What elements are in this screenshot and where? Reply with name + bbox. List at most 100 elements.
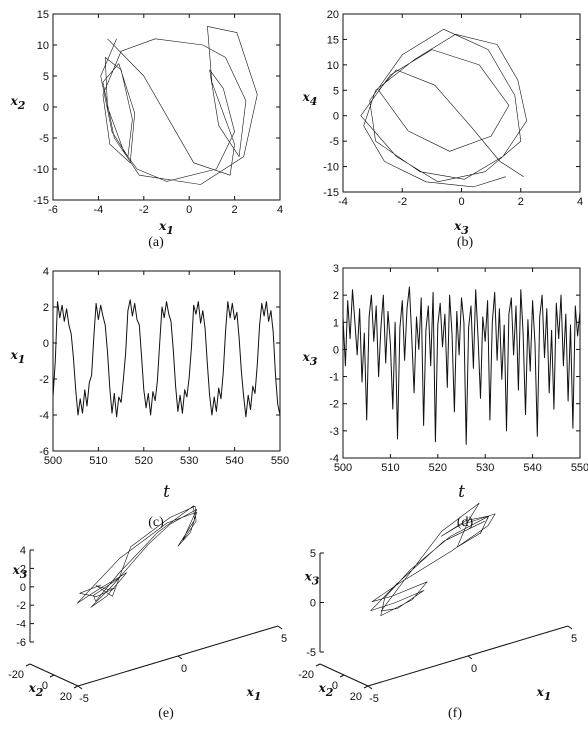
plot-frame-a: [52, 13, 281, 201]
y-tick-label: 10: [37, 40, 49, 52]
x-tick-label: 510: [89, 455, 107, 467]
series-d-0: [342, 286, 581, 445]
x3-tick-label: -6: [16, 637, 26, 649]
x-tick-label: 0: [458, 196, 464, 208]
x-tick-label: -6: [48, 204, 58, 216]
x3-tick-label: 5: [310, 548, 316, 560]
x-tick-label: 530: [476, 462, 494, 474]
x1-axis-label: x1: [536, 685, 552, 703]
panel-f: -5 0 5 x1 -20 0 20 x2 -5 0 5 x3 (f): [298, 502, 577, 721]
x-tick-label: 540: [225, 455, 243, 467]
y-axis-label: x4: [302, 90, 318, 108]
panel-a: -6 -4 -2 0 2 4 -15 -10 -5 0 5 10 15 x1 x2 (a): [10, 9, 283, 250]
x-tick-label: 4: [277, 204, 283, 216]
plot-frame-b: [342, 13, 581, 193]
x-tick-label: 540: [523, 462, 541, 474]
y-tick-label: 5: [333, 85, 339, 97]
x-tick-label: -2: [139, 204, 149, 216]
series-f-0: [370, 502, 496, 616]
y-tick-label: 20: [327, 9, 339, 21]
x-axis-label: t: [458, 482, 465, 502]
x-axis-label: t: [163, 482, 170, 502]
y-tick-label: -5: [329, 136, 339, 148]
y-tick-label: -2: [39, 374, 49, 386]
y-tick-label: 10: [327, 60, 339, 72]
y-tick-label: 0: [43, 338, 49, 350]
series-e-0: [76, 505, 198, 608]
y-tick-label: -4: [329, 453, 339, 465]
x-tick-label: 2: [518, 196, 524, 208]
x2-tick-label: -20: [8, 669, 24, 681]
x3-axis-label: x3: [12, 563, 28, 581]
y-tick-label: 4: [43, 266, 49, 278]
x2-tick-mark: [363, 685, 369, 689]
x1-tick-mark: [177, 655, 183, 660]
panel-caption-a: (a): [148, 235, 164, 250]
x-tick-label: 500: [44, 455, 62, 467]
panel-b: -4 -2 0 2 4 -15 -10 -5 0 5 10 15 20 x3 x4 (b): [302, 9, 583, 250]
y-tick-label: 1: [333, 317, 339, 329]
x-axis-label: x1: [158, 219, 174, 237]
y-tick-label: -10: [323, 162, 339, 174]
x-axis-label: x3: [453, 219, 469, 237]
panel-c: 500 510 520 530 540 550 -6 -4 -2 0 2 4 t x1 (c): [10, 266, 290, 530]
y-tick-label: 15: [327, 34, 339, 46]
x1-tick-label: 0: [471, 663, 477, 675]
y-tick-label: 0: [333, 111, 339, 123]
y-axis-label: x3: [302, 350, 318, 368]
x3-tick-label: -2: [16, 600, 26, 612]
x2-tick-label: 0: [332, 680, 338, 692]
y-tick-label: -10: [33, 164, 49, 176]
y-tick-label: 2: [333, 290, 339, 302]
x2-tick-label: 0: [42, 680, 48, 692]
x-tick-label: 0: [186, 204, 192, 216]
x1-tick-label: 5: [281, 633, 287, 645]
x1-tick-label: 5: [571, 633, 577, 645]
x1-tick-label: -5: [79, 693, 89, 705]
x2-tick-mark: [315, 663, 321, 667]
y-tick-label: 15: [37, 9, 49, 21]
x3-tick-label: -5: [306, 647, 316, 659]
y-tick-label: -6: [39, 446, 49, 458]
x-tick-label: 4: [577, 196, 583, 208]
x3-tick-label: -4: [16, 619, 26, 631]
x-tick-label: 2: [232, 204, 238, 216]
panel-caption-b: (b): [457, 235, 474, 250]
y-tick-label: -4: [39, 410, 49, 422]
y-tick-label: -1: [329, 372, 339, 384]
plot-frame-c: [52, 270, 281, 452]
x2-tick-mark: [339, 674, 345, 678]
x1-axis-label: x1: [246, 685, 262, 703]
y-tick-label: 0: [333, 344, 339, 356]
x3-tick-label: 0: [310, 598, 316, 610]
x-tick-label: 500: [334, 462, 352, 474]
x3-tick-label: 0: [20, 582, 26, 594]
y-tick-label: -15: [33, 195, 49, 207]
x2-axis-label: x2: [318, 681, 334, 699]
x-tick-label: -4: [94, 204, 104, 216]
panel-caption-c: (c): [148, 515, 164, 530]
series-b-0: [360, 29, 527, 188]
panel-caption-f: (f): [448, 706, 462, 721]
x-tick-label: -2: [397, 196, 407, 208]
y-axis-label: x1: [10, 348, 26, 366]
series-c-0: [52, 299, 281, 418]
x-tick-label: 520: [429, 462, 447, 474]
plot-frame-d: [342, 267, 581, 459]
x-tick-label: 530: [180, 455, 198, 467]
panel-caption-e: (e): [158, 706, 174, 721]
x-tick-label: 520: [135, 455, 153, 467]
x1-tick-mark: [77, 685, 83, 690]
y-tick-label: -3: [329, 426, 339, 438]
y-axis-label: x2: [10, 94, 26, 112]
x3-tick-label: 2: [20, 563, 26, 575]
x1-tick-label: 0: [181, 663, 187, 675]
x2-tick-label: 20: [60, 691, 72, 703]
x2-tick-mark: [73, 685, 79, 689]
y-tick-label: -5: [39, 133, 49, 145]
x1-tick-mark: [567, 625, 573, 630]
y-tick-label: 3: [333, 263, 339, 275]
